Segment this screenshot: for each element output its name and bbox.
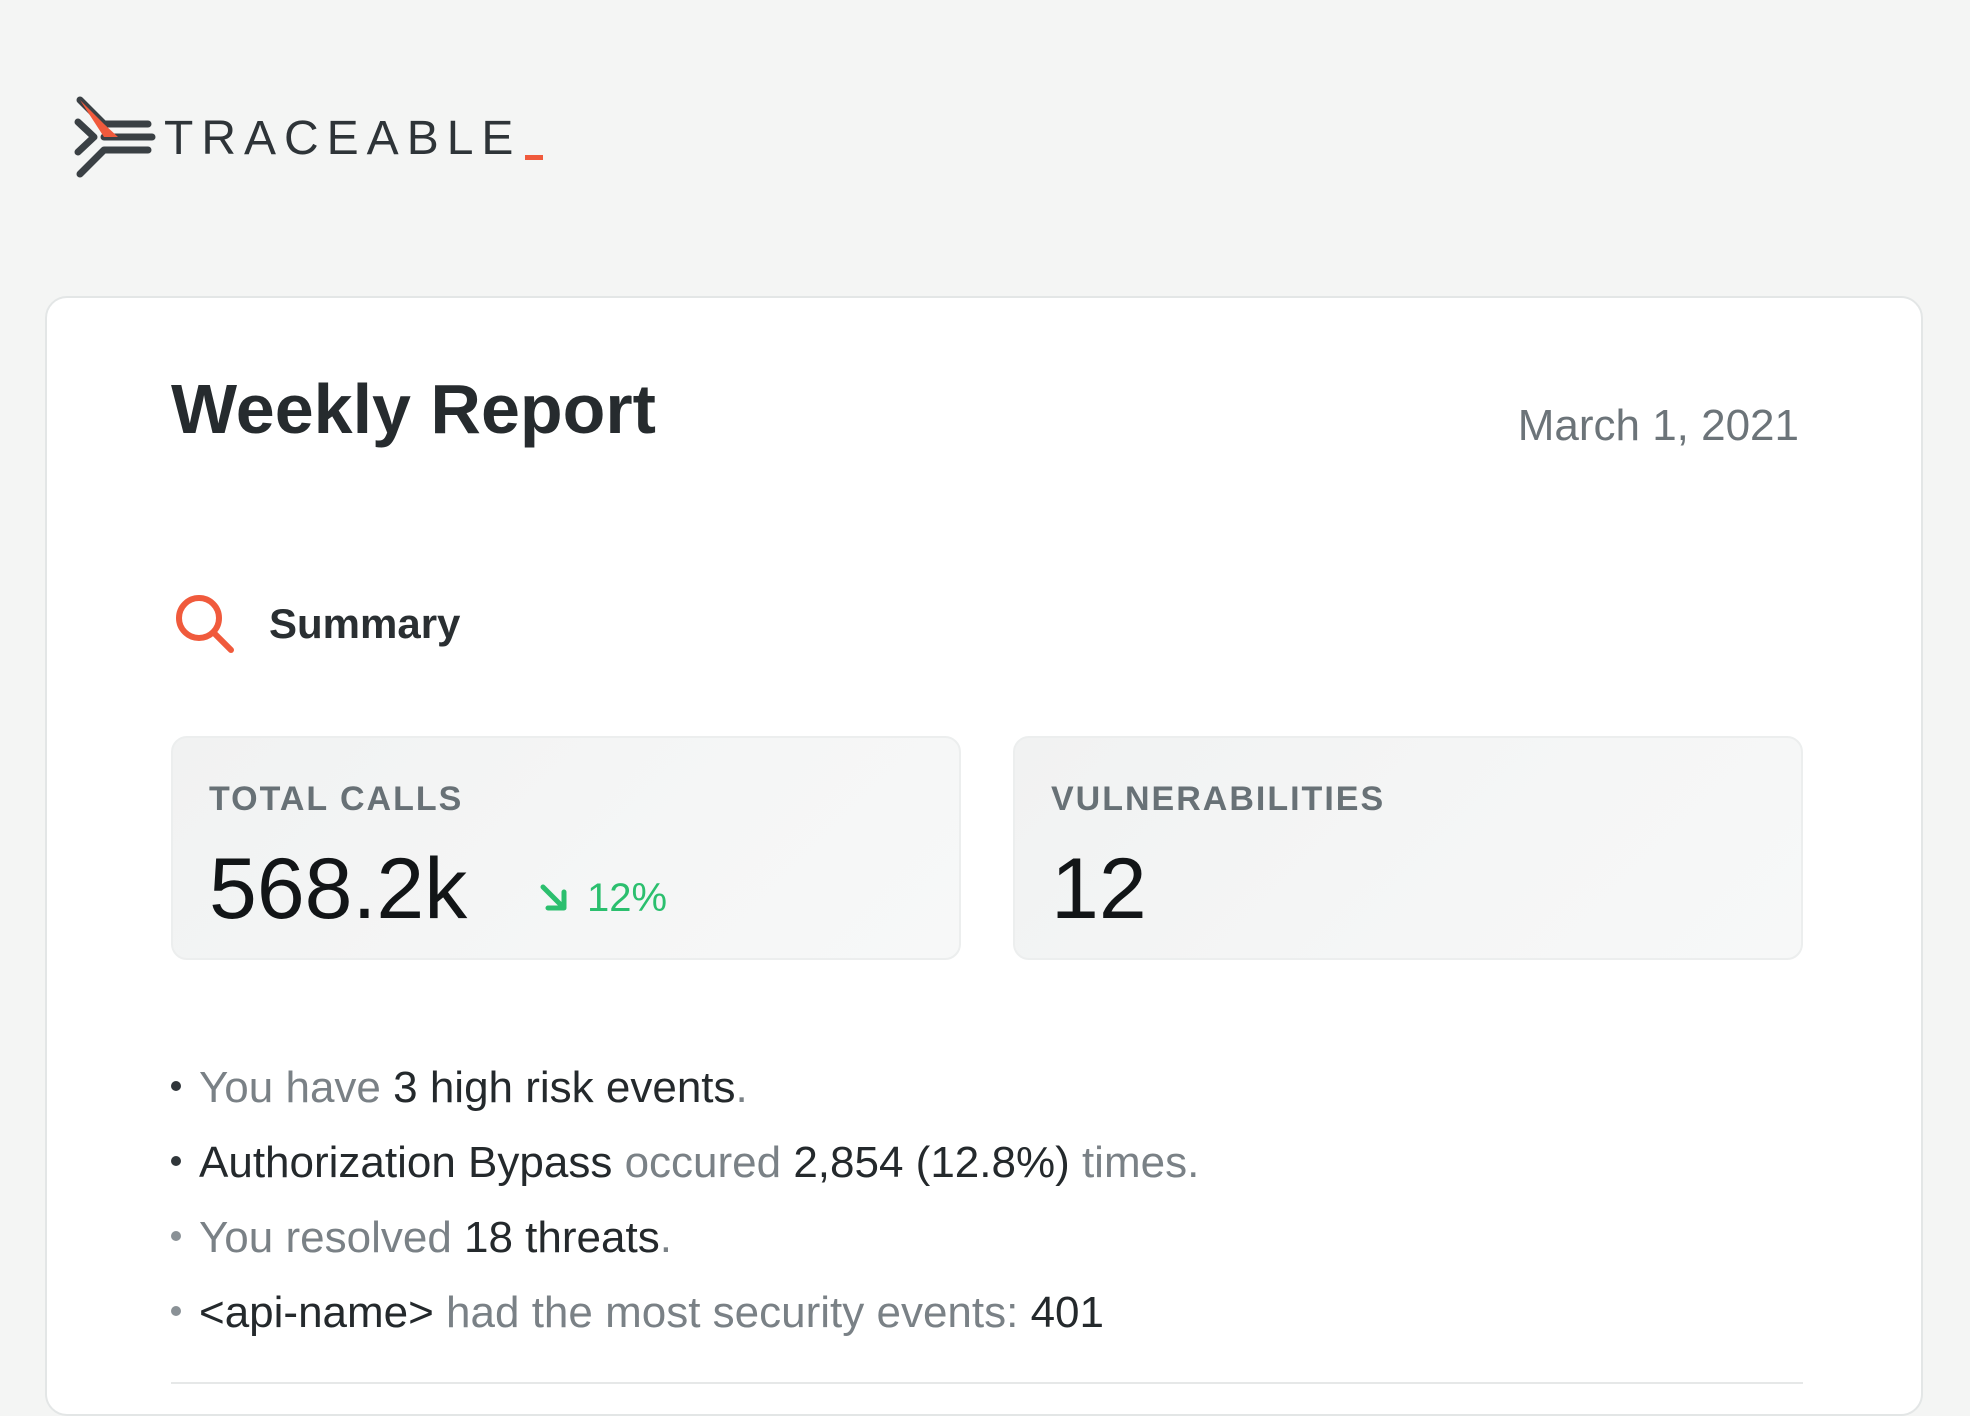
stat-value: 12: [1051, 841, 1147, 937]
bullet-highlight: 2,854 (12.8%): [793, 1138, 1070, 1187]
summary-title: Summary: [269, 600, 461, 647]
summary-list: You have 3 high risk events. Authorizati…: [171, 1050, 1199, 1350]
bullet-dot: [171, 1156, 181, 1167]
bullet-highlight: <api-name>: [199, 1288, 434, 1337]
bullet-dot: [171, 1231, 181, 1242]
trend-indicator: 12%: [537, 878, 667, 918]
stat-label: TOTAL CALLS: [209, 780, 464, 818]
bullet-text: times.: [1069, 1138, 1200, 1187]
search-icon: [176, 595, 234, 653]
bullet-text: You resolved: [199, 1213, 465, 1262]
stat-label: VULNERABILITIES: [1051, 780, 1386, 818]
list-item: You have 3 high risk events.: [171, 1050, 1199, 1125]
report-date: March 1, 2021: [1517, 401, 1799, 450]
brand-cursor-mark: [525, 154, 544, 160]
brand-logo: TRACEABLE: [74, 94, 544, 180]
stat-card-total-calls: TOTAL CALLS 568.2k 12%: [171, 736, 961, 960]
bullet-highlight: 401: [1030, 1288, 1104, 1337]
bullet-highlight: Authorization Bypass: [199, 1138, 613, 1187]
list-item: You resolved 18 threats.: [171, 1200, 1199, 1275]
trend-value: 12%: [587, 876, 668, 920]
divider: [171, 1382, 1803, 1384]
stats-row: TOTAL CALLS 568.2k 12% VULNERABILITIES 1…: [171, 736, 1803, 960]
list-item: <api-name> had the most security events:…: [171, 1275, 1199, 1350]
stat-card-vulnerabilities: VULNERABILITIES 12: [1013, 736, 1803, 960]
report-title: Weekly Report: [171, 370, 656, 448]
bullet-text: occured: [612, 1138, 794, 1187]
stat-value: 568.2k: [209, 841, 468, 937]
bullet-dot: [171, 1306, 181, 1317]
bullet-dot: [171, 1081, 181, 1092]
bullet-text: had the most security events:: [433, 1288, 1031, 1337]
bullet-text: You have: [199, 1063, 394, 1112]
bullet-highlight: 18 threats: [464, 1213, 660, 1262]
list-item: Authorization Bypass occured 2,854 (12.8…: [171, 1125, 1199, 1200]
bullet-text: .: [735, 1063, 748, 1112]
summary-header: Summary: [173, 592, 460, 656]
bullet-text: .: [659, 1213, 672, 1262]
traceable-logo-icon: [74, 96, 156, 178]
report-card: Weekly Report March 1, 2021 Summary TOTA…: [45, 296, 1923, 1416]
arrow-down-right-icon: [540, 884, 567, 911]
brand-name: TRACEABLE: [164, 112, 522, 165]
bullet-highlight: 3 high risk events: [393, 1063, 736, 1112]
